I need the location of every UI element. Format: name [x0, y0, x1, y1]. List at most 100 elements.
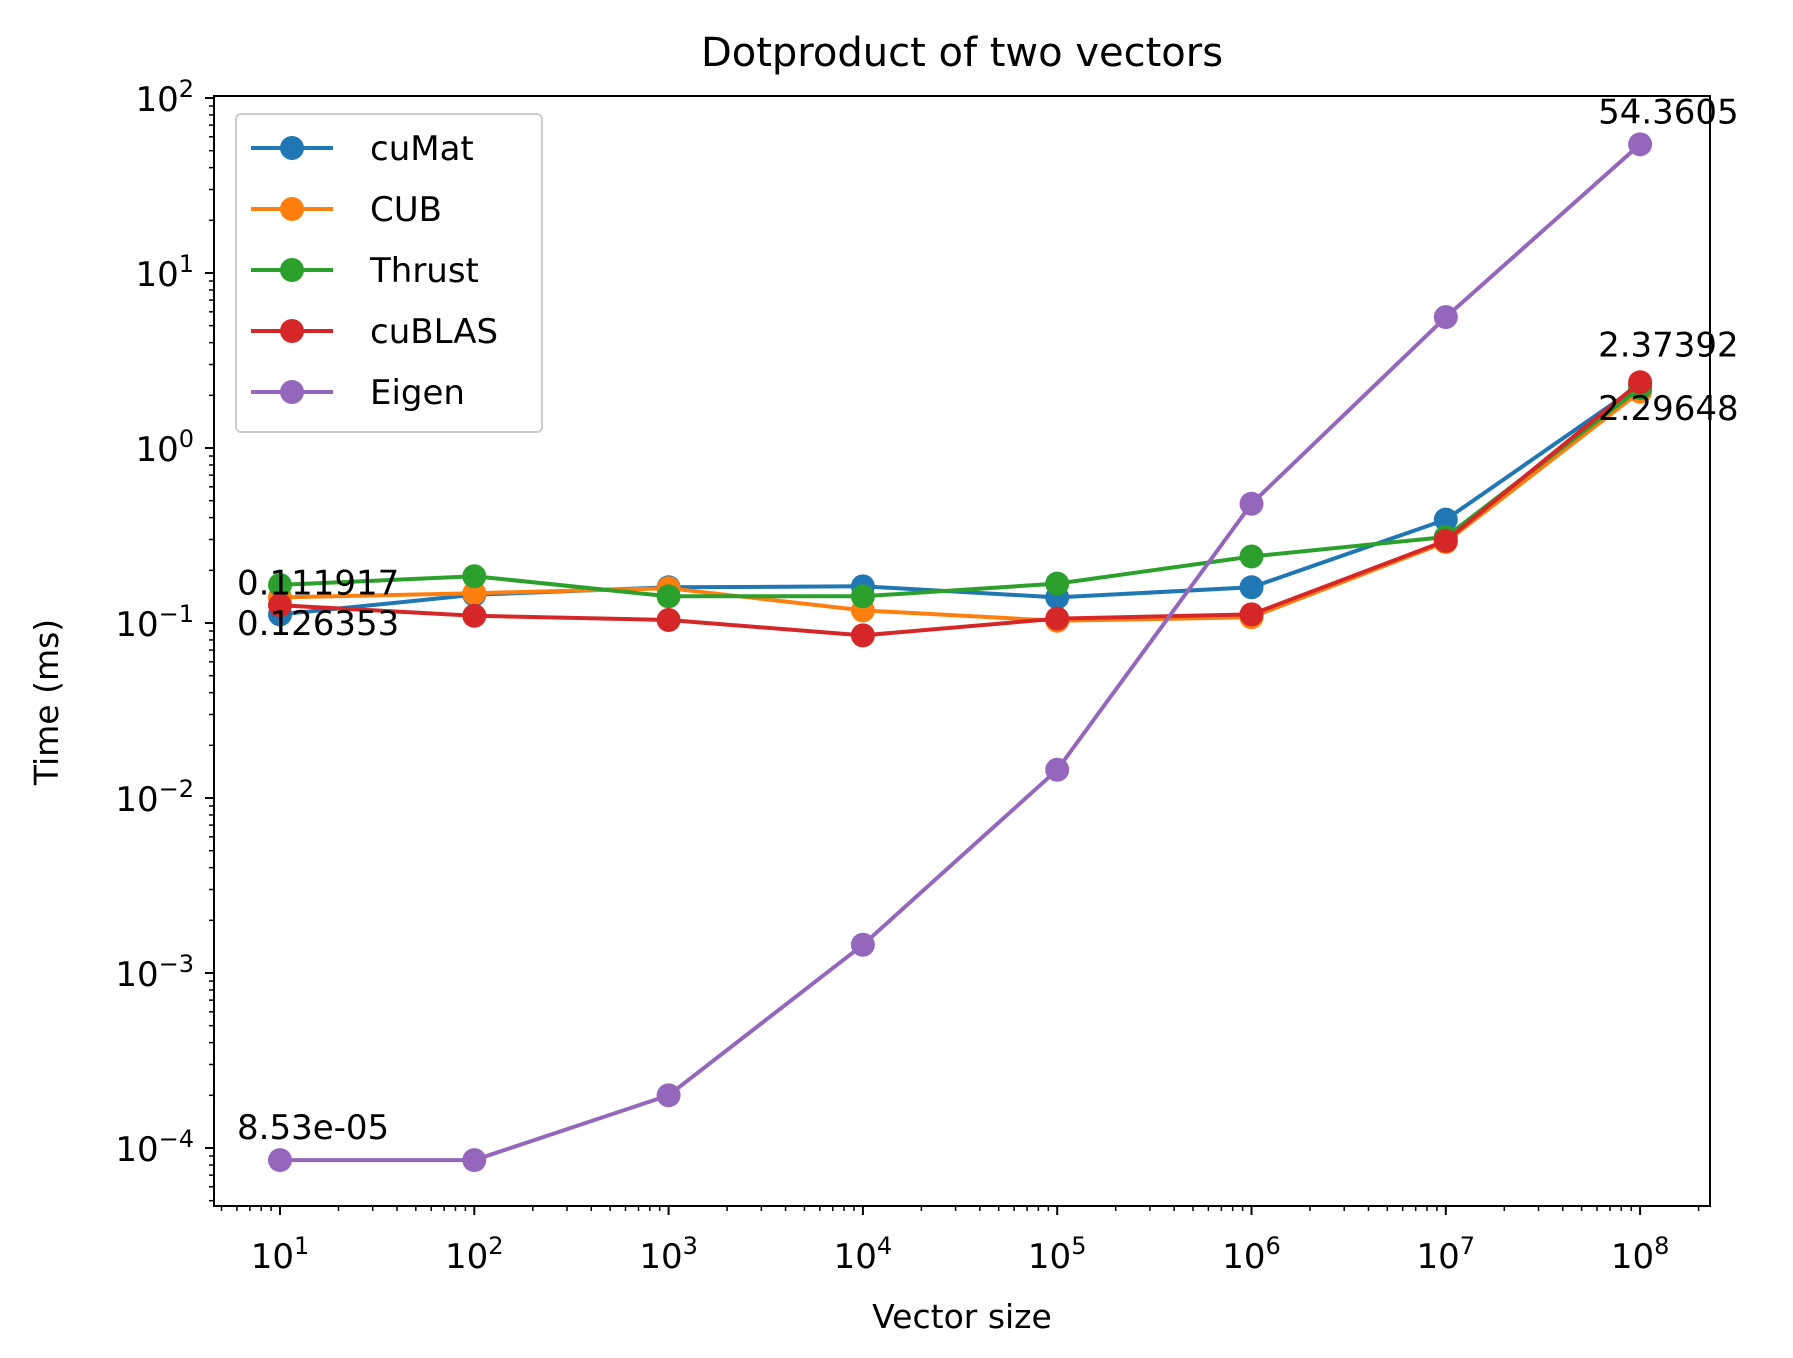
data-point-cublas [462, 603, 487, 628]
x-tick-base: 10 [251, 1237, 294, 1277]
y-tick-base: 10 [135, 430, 178, 470]
data-point-thrust [850, 584, 875, 609]
data-point-thrust [1045, 571, 1070, 596]
y-tick-label: 10−2 [115, 775, 194, 820]
data-point-eigen [850, 932, 875, 957]
x-tick-base: 10 [1028, 1237, 1071, 1277]
data-point-cub [462, 581, 487, 606]
x-tick-exponent: 5 [1071, 1232, 1086, 1260]
y-tick-base: 10 [115, 955, 158, 995]
series-line-eigen [280, 142, 1642, 1163]
y-tick-exponent: 2 [179, 75, 194, 103]
data-point-cublas [268, 593, 292, 618]
legend-marker-cumat [280, 136, 304, 160]
plot-frame [213, 95, 1711, 1207]
y-tick-exponent: −3 [159, 950, 194, 978]
data-point-thrust [656, 584, 681, 609]
y-axis-label: Time (ms) [27, 619, 66, 786]
x-tick-exponent: 1 [294, 1232, 309, 1260]
data-label: 8.53e-05 [237, 1108, 389, 1148]
legend-marker-cub [280, 197, 304, 221]
x-tick-label: 106 [1222, 1232, 1281, 1277]
axis-ticks: 101 102 103 104 105 106 107 10810−410−310−210−1… [115, 75, 1700, 1277]
x-tick-base: 10 [1611, 1237, 1654, 1277]
series-line-thrust [279, 386, 1642, 599]
data-point-cublas [1628, 370, 1653, 395]
x-tick-label: 102 [445, 1232, 504, 1277]
y-tick-base: 10 [115, 605, 158, 645]
x-tick-exponent: 6 [1265, 1232, 1280, 1260]
legend-label-cublas: cuBLAS [370, 312, 498, 352]
data-point-cublas [1433, 528, 1458, 553]
data-label: 2.37392 [1598, 325, 1739, 365]
y-tick-exponent: −1 [159, 600, 194, 628]
legend-marker-cublas [280, 319, 304, 343]
data-label: 0.126353 [237, 604, 399, 644]
y-tick-exponent: −4 [159, 1125, 194, 1153]
x-tick-exponent: 3 [683, 1232, 698, 1260]
data-point-eigen [1239, 491, 1264, 516]
y-tick-label: 101 [135, 250, 194, 295]
data-point-cublas [656, 608, 681, 633]
data-point-thrust [268, 572, 292, 597]
legend-label-cub: CUB [370, 190, 442, 230]
legend: cuMat CUB Thrust cuBLAS Eigen [235, 113, 543, 433]
x-tick-label: 107 [1417, 1232, 1476, 1277]
data-point-cumat [1239, 575, 1264, 600]
x-tick-label: 101 [251, 1232, 310, 1277]
legend-label-cumat: cuMat [370, 129, 474, 169]
data-point-eigen [656, 1083, 681, 1108]
x-tick-exponent: 2 [488, 1232, 503, 1260]
x-tick-label: 103 [639, 1232, 698, 1277]
legend-box [235, 113, 543, 433]
data-point-eigen [268, 1148, 292, 1173]
x-tick-exponent: 7 [1460, 1232, 1475, 1260]
data-point-cublas [1239, 602, 1264, 627]
x-tick-label: 105 [1028, 1232, 1087, 1277]
x-tick-base: 10 [445, 1237, 488, 1277]
data-point-cublas [1045, 606, 1070, 631]
data-point-eigen [1045, 757, 1070, 782]
data-point-eigen [1628, 132, 1653, 157]
x-tick-base: 10 [834, 1237, 877, 1277]
legend-marker-eigen [280, 380, 304, 404]
data-label: 2.29648 [1598, 389, 1739, 429]
y-tick-exponent: 0 [179, 425, 194, 453]
data-label: 0.111917 [237, 563, 399, 603]
legend-label-eigen: Eigen [370, 373, 465, 413]
x-tick-base: 10 [1417, 1237, 1460, 1277]
y-tick-base: 10 [135, 255, 178, 295]
series-layer [268, 132, 1653, 1173]
data-point-cublas [850, 623, 875, 648]
data-point-eigen [462, 1148, 487, 1173]
data-point-eigen [1433, 305, 1458, 330]
x-tick-exponent: 4 [877, 1232, 892, 1260]
x-tick-exponent: 8 [1654, 1232, 1669, 1260]
y-tick-label: 10−4 [115, 1125, 194, 1170]
x-tick-label: 104 [834, 1232, 893, 1277]
data-label: 54.3605 [1598, 92, 1739, 132]
y-tick-label: 100 [135, 425, 194, 470]
data-point-thrust [1239, 544, 1264, 569]
legend-marker-thrust [280, 258, 304, 282]
x-tick-base: 10 [639, 1237, 682, 1277]
y-tick-exponent: 1 [179, 250, 194, 278]
legend-label-thrust: Thrust [369, 251, 479, 291]
x-tick-label: 108 [1611, 1232, 1670, 1277]
y-tick-label: 102 [135, 75, 194, 120]
series-cublas [268, 370, 1653, 648]
y-tick-base: 10 [115, 1130, 158, 1170]
x-tick-base: 10 [1222, 1237, 1265, 1277]
y-tick-label: 10−3 [115, 950, 194, 995]
x-axis-label: Vector size [872, 1297, 1052, 1336]
chart-title: Dotproduct of two vectors [701, 30, 1223, 76]
y-tick-exponent: −2 [159, 775, 194, 803]
series-eigen [268, 132, 1653, 1173]
data-point-cumat [1433, 507, 1458, 532]
y-tick-base: 10 [135, 80, 178, 120]
data-point-thrust [462, 564, 487, 589]
y-tick-label: 10−1 [115, 600, 194, 645]
y-tick-base: 10 [115, 780, 158, 820]
